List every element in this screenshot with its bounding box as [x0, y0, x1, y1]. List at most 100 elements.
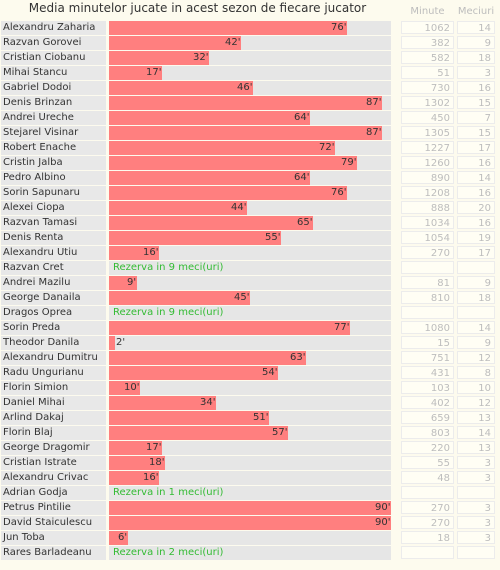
- bar-track: 45': [109, 291, 391, 305]
- player-name: Alexandru Crivac: [1, 471, 106, 485]
- minutes-bar: [109, 51, 209, 65]
- minutes-cell: 382: [401, 36, 454, 49]
- player-row: Arlind Dakaj 51' 659 13: [0, 411, 500, 425]
- minutes-cell: 1054: [401, 231, 454, 244]
- bar-track: 42': [109, 36, 391, 50]
- minutes-cell: 730: [401, 81, 454, 94]
- bar-value-label: 42': [225, 37, 241, 48]
- player-row: Cristin Jalba 79' 1260 16: [0, 156, 500, 170]
- player-name: Cristian Ciobanu: [1, 51, 106, 65]
- matches-cell: 16: [457, 186, 495, 199]
- matches-cell: [457, 306, 495, 319]
- bar-value-label: 77': [334, 322, 350, 333]
- minutes-bar: [109, 441, 162, 455]
- bar-value-label: 17': [146, 442, 162, 453]
- minutes-bar: [109, 81, 253, 95]
- player-name: Alexei Ciopa: [1, 201, 106, 215]
- player-name: Sorin Sapunaru: [1, 186, 106, 200]
- bar-track: 87': [109, 126, 391, 140]
- player-name: George Danaila: [1, 291, 106, 305]
- bar-value-label: 79': [341, 157, 357, 168]
- minutes-cell: 1302: [401, 96, 454, 109]
- matches-cell: 19: [457, 231, 495, 244]
- matches-cell: 9: [457, 336, 495, 349]
- minutes-bar: [109, 96, 382, 110]
- player-name: Radu Ungurianu: [1, 366, 106, 380]
- bar-track: 64': [109, 111, 391, 125]
- bar-track: 77': [109, 321, 391, 335]
- bar-track: 32': [109, 51, 391, 65]
- player-row: Andrei Ureche 64' 450 7: [0, 111, 500, 125]
- player-row: Stejarel Visinar 87' 1305 15: [0, 126, 500, 140]
- player-name: Mihai Stancu: [1, 66, 106, 80]
- bar-value-label: 90': [375, 517, 391, 528]
- chart-title: Media minutelor jucate in acest sezon de…: [28, 1, 367, 15]
- player-row: Razvan Gorovei 42' 382 9: [0, 36, 500, 50]
- matches-cell: 3: [457, 516, 495, 529]
- minutes-bar: [109, 111, 310, 125]
- minutes-cell: [401, 546, 454, 559]
- matches-cell: 18: [457, 51, 495, 64]
- matches-cell: 12: [457, 351, 495, 364]
- minutes-bar: [109, 351, 306, 365]
- player-name: Razvan Cret: [1, 261, 106, 275]
- bar-value-label: 57': [272, 427, 288, 438]
- bar-value-label: 54': [262, 367, 278, 378]
- player-name: Alexandru Utiu: [1, 246, 106, 260]
- matches-cell: 3: [457, 531, 495, 544]
- player-name: Cristin Jalba: [1, 156, 106, 170]
- minutes-bar: [109, 501, 391, 515]
- matches-cell: 15: [457, 96, 495, 109]
- reserve-label: Rezerva in 9 meci(uri): [113, 262, 224, 273]
- minutes-cell: 1034: [401, 216, 454, 229]
- minutes-cell: 15: [401, 336, 454, 349]
- bar-track: 44': [109, 201, 391, 215]
- bar-track: Rezerva in 9 meci(uri): [109, 306, 391, 320]
- matches-cell: 10: [457, 381, 495, 394]
- minutes-bar: [109, 66, 162, 80]
- bar-track: 64': [109, 171, 391, 185]
- minutes-cell: 1062: [401, 21, 454, 34]
- player-row: Florin Simion 10' 103 10: [0, 381, 500, 395]
- reserve-label: Rezerva in 2 meci(uri): [113, 547, 224, 558]
- player-name: Andrei Mazilu: [1, 276, 106, 290]
- player-row: Alexandru Zaharia 76' 1062 14: [0, 21, 500, 35]
- player-row: Pedro Albino 64' 890 14: [0, 171, 500, 185]
- minutes-cell: 450: [401, 111, 454, 124]
- reserve-label: Rezerva in 9 meci(uri): [113, 307, 224, 318]
- player-row: Florin Blaj 57' 803 14: [0, 426, 500, 440]
- player-row: Alexei Ciopa 44' 888 20: [0, 201, 500, 215]
- minutes-bar: [109, 186, 347, 200]
- matches-cell: 17: [457, 246, 495, 259]
- matches-cell: 14: [457, 171, 495, 184]
- player-row: Denis Brinzan 87' 1302 15: [0, 96, 500, 110]
- bar-track: 18': [109, 456, 391, 470]
- minutes-cell: 1227: [401, 141, 454, 154]
- player-row: Daniel Mihai 34' 402 12: [0, 396, 500, 410]
- player-name: Florin Blaj: [1, 426, 106, 440]
- matches-cell: 3: [457, 456, 495, 469]
- bar-track: 87': [109, 96, 391, 110]
- minutes-bar: [109, 126, 382, 140]
- minutes-cell: 18: [401, 531, 454, 544]
- bar-value-label: 2': [116, 337, 126, 348]
- minutes-cell: 402: [401, 396, 454, 409]
- minutes-bar: [109, 531, 128, 545]
- matches-cell: [457, 261, 495, 274]
- bar-value-label: 6': [118, 532, 128, 543]
- bar-track: 16': [109, 246, 391, 260]
- minutes-bar: [109, 201, 247, 215]
- player-name: Theodor Danila: [1, 336, 106, 350]
- minutes-cell: 48: [401, 471, 454, 484]
- matches-cell: 13: [457, 441, 495, 454]
- minutes-bar: [109, 321, 350, 335]
- minutes-cell: 1080: [401, 321, 454, 334]
- bar-value-label: 76': [331, 187, 347, 198]
- player-name: Denis Renta: [1, 231, 106, 245]
- minutes-cell: 270: [401, 516, 454, 529]
- matches-cell: 16: [457, 81, 495, 94]
- minutes-bar: [109, 291, 250, 305]
- player-row: Razvan Cret Rezerva in 9 meci(uri): [0, 261, 500, 275]
- minutes-cell: 582: [401, 51, 454, 64]
- matches-cell: 17: [457, 141, 495, 154]
